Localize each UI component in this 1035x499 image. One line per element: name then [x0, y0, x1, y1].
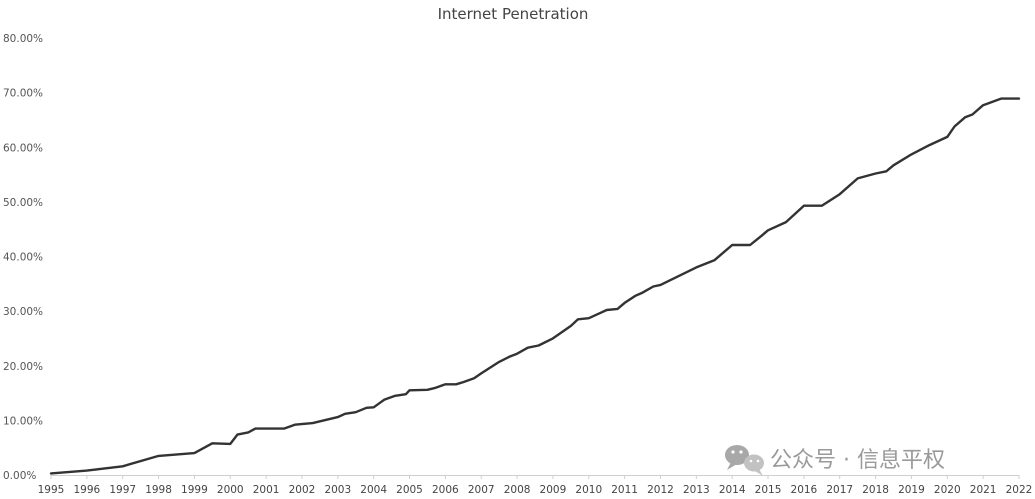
- watermark-text: 公众号 · 信息平权: [770, 448, 945, 473]
- x-tick-label: 2001: [253, 484, 280, 496]
- x-tick-label: 2006: [432, 484, 459, 496]
- x-tick-label: 1999: [181, 484, 208, 496]
- x-tick-label: 2008: [504, 484, 531, 496]
- x-tick-label: 2021: [970, 484, 997, 496]
- x-tick-label: 1997: [109, 484, 136, 496]
- x-tick-label: 2007: [468, 484, 495, 496]
- x-tick-label: 2022: [1006, 484, 1033, 496]
- x-tick-label: 2015: [755, 484, 782, 496]
- chart-title: Internet Penetration: [438, 5, 589, 23]
- x-tick-label: 2011: [611, 484, 638, 496]
- y-tick-label: 60.00%: [3, 142, 43, 154]
- y-tick-label: 30.00%: [3, 306, 43, 318]
- x-tick-label: 2012: [647, 484, 674, 496]
- x-axis-ticks: 1995 1996 1997 1998 1999 2000 2001 2002 2003 2004…: [38, 484, 1033, 496]
- x-tick-label: 2020: [934, 484, 961, 496]
- series-line-0: [49, 97, 1021, 475]
- x-tick-label: 2009: [540, 484, 567, 496]
- y-tick-label: 80.00%: [3, 33, 43, 45]
- series-layer: [49, 97, 1021, 475]
- y-tick-label: 10.00%: [3, 415, 43, 427]
- x-tick-label: 2005: [396, 484, 423, 496]
- wechat-icon: [725, 445, 764, 476]
- y-tick-label: 0.00%: [3, 470, 36, 482]
- x-tick-label: 2010: [575, 484, 602, 496]
- x-tick-label: 2004: [360, 484, 387, 496]
- x-tick-label: 1998: [145, 484, 172, 496]
- y-tick-label: 40.00%: [3, 252, 43, 264]
- x-tick-label: 1995: [38, 484, 65, 496]
- x-tick-label: 2016: [791, 484, 818, 496]
- y-axis-ticks: 0.00% 10.00% 20.00% 30.00% 40.00% 50.00% 60.00…: [3, 33, 43, 482]
- y-tick-label: 50.00%: [3, 197, 43, 209]
- x-tick-label: 2013: [683, 484, 710, 496]
- x-tick-label: 2014: [719, 484, 746, 496]
- x-tick-label: 2000: [217, 484, 244, 496]
- x-tick-label: 2018: [862, 484, 889, 496]
- x-tick-label: 2019: [898, 484, 925, 496]
- x-tick-label: 2017: [826, 484, 853, 496]
- y-tick-label: 20.00%: [3, 361, 43, 373]
- x-tick-label: 1996: [73, 484, 100, 496]
- watermark: 公众号 · 信息平权: [725, 445, 945, 476]
- x-tick-label: 2002: [289, 484, 316, 496]
- y-tick-label: 70.00%: [3, 88, 43, 100]
- x-tick-label: 2003: [324, 484, 351, 496]
